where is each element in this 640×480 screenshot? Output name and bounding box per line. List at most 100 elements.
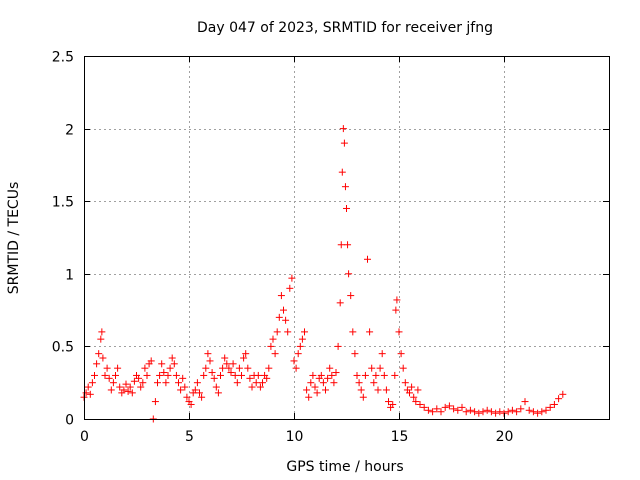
data-point: [364, 255, 371, 263]
data-point: [160, 369, 168, 377]
data-point: [158, 360, 166, 368]
data-point: [424, 406, 432, 414]
data-point: [397, 350, 405, 358]
data-point: [84, 383, 92, 391]
data-point: [420, 403, 428, 411]
data-point: [307, 379, 315, 387]
data-point: [112, 371, 119, 379]
data-point: [183, 393, 191, 401]
y-axis: 0 0.5 1 1.5 2 2.5: [52, 50, 609, 429]
data-point: [265, 364, 273, 372]
data-point: [445, 402, 453, 410]
data-point: [429, 408, 437, 416]
data-point: [334, 342, 342, 350]
data-point: [288, 274, 296, 282]
data-point: [263, 374, 271, 382]
data-point: [401, 379, 409, 387]
data-point: [324, 374, 332, 382]
data-point: [130, 377, 138, 385]
data-point: [244, 364, 252, 372]
data-point: [166, 364, 174, 372]
data-point: [458, 403, 466, 411]
data-point: [343, 204, 350, 212]
data-point: [361, 371, 369, 379]
data-point: [517, 405, 525, 413]
y-tick-label: 1.5: [52, 195, 74, 211]
data-point: [389, 400, 397, 408]
data-point: [378, 350, 386, 358]
y-tick-label: 1: [65, 268, 74, 284]
data-point: [208, 369, 216, 377]
data-point: [353, 371, 361, 379]
data-point: [504, 408, 512, 416]
data-point: [508, 406, 516, 414]
data-point: [370, 379, 378, 387]
data-point: [116, 383, 124, 391]
data-point: [179, 374, 187, 382]
data-point: [408, 383, 416, 391]
data-point: [101, 371, 109, 379]
data-point: [433, 405, 441, 413]
data-point: [137, 383, 145, 391]
data-point: [368, 364, 376, 372]
x-tick-label: 10: [286, 429, 304, 445]
grid-lines: [84, 56, 609, 419]
data-point: [204, 350, 212, 358]
data-point: [475, 409, 483, 417]
data-point: [151, 398, 159, 406]
data-point: [322, 386, 329, 394]
data-point: [200, 371, 208, 379]
data-point: [175, 379, 182, 387]
data-point: [235, 364, 243, 372]
data-point: [122, 380, 130, 388]
data-point: [317, 371, 325, 379]
data-point: [177, 386, 185, 394]
data-point: [91, 371, 98, 379]
data-point: [97, 335, 105, 343]
data-point: [147, 357, 155, 365]
data-point: [311, 383, 319, 391]
y-axis-label: SRMTID / TECUs: [6, 182, 22, 295]
data-point: [395, 328, 403, 336]
data-point: [298, 335, 306, 343]
data-point: [546, 403, 554, 411]
data-point: [326, 364, 334, 372]
data-point: [305, 393, 313, 401]
data-point: [555, 395, 563, 403]
data-point: [437, 408, 445, 416]
data-point: [284, 328, 292, 336]
data-point: [277, 292, 285, 300]
data-point: [471, 408, 479, 416]
data-point: [196, 389, 203, 397]
y-tick-label: 0.5: [52, 340, 74, 356]
data-point: [170, 360, 178, 368]
data-point: [294, 350, 302, 358]
data-point: [212, 383, 220, 391]
data-point: [210, 374, 218, 382]
data-point: [246, 374, 254, 382]
data-point: [416, 400, 424, 408]
chart-title: Day 047 of 2023, SRMTID for receiver jfn…: [197, 20, 493, 36]
data-point: [466, 406, 474, 414]
data-point: [259, 379, 266, 387]
x-tick-label: 0: [80, 429, 89, 445]
data-point: [128, 389, 136, 397]
data-point: [86, 390, 94, 398]
data-point: [282, 316, 290, 324]
data-point: [242, 350, 250, 358]
data-point: [339, 125, 347, 133]
data-point: [172, 371, 180, 379]
data-point: [330, 379, 338, 387]
data-point: [382, 386, 390, 394]
data-point: [538, 408, 546, 416]
data-point: [340, 139, 348, 147]
data-point: [271, 350, 279, 358]
data-point: [191, 386, 199, 394]
data-point: [309, 371, 317, 379]
data-point: [359, 393, 367, 401]
data-point: [135, 374, 143, 382]
data-point: [231, 371, 239, 379]
data-point: [162, 379, 170, 387]
data-point: [559, 390, 567, 398]
data-point: [254, 371, 262, 379]
